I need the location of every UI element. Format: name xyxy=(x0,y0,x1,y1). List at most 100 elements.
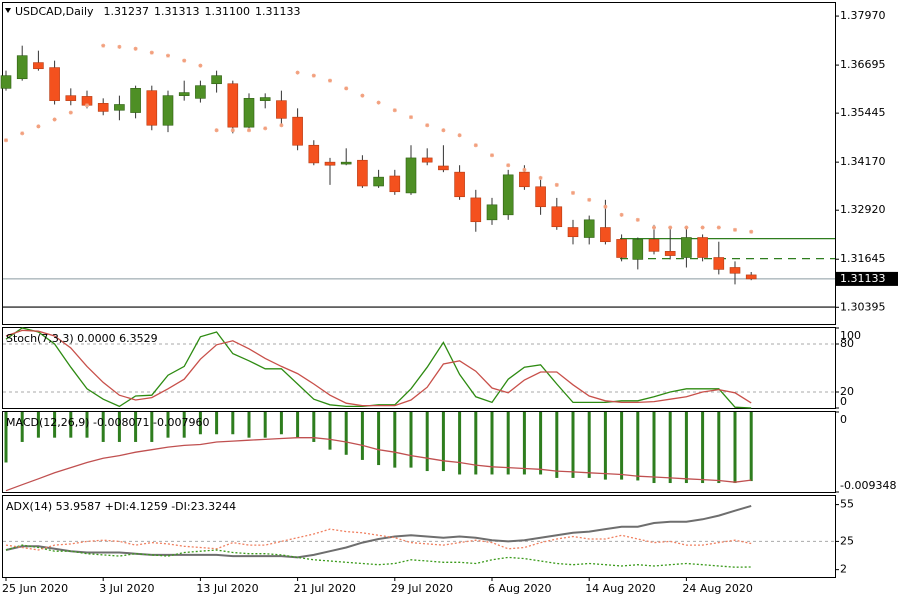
ohlc-label: 1.31133 xyxy=(255,5,301,18)
macd-bar xyxy=(701,412,705,484)
candle-body xyxy=(178,92,190,96)
candle-body xyxy=(65,95,77,101)
candle-body xyxy=(292,116,303,146)
candle-body xyxy=(49,67,60,101)
sar-dot xyxy=(425,123,430,128)
macd-bar xyxy=(360,412,364,460)
macd-bar xyxy=(328,412,332,450)
stoch-pane xyxy=(2,327,836,409)
macd-bar xyxy=(636,412,640,481)
candle-body xyxy=(340,161,352,165)
macd-bar xyxy=(620,412,624,480)
candle-body xyxy=(211,75,222,85)
sar-dot xyxy=(247,128,251,133)
series-line xyxy=(5,327,752,409)
indicator-label: Stoch(7,3,3) 0.0000 6.3529 xyxy=(6,332,158,345)
macd-bar xyxy=(377,412,381,466)
sar-dot xyxy=(392,108,397,113)
macd-bar xyxy=(4,412,8,463)
macd-bar xyxy=(490,412,494,475)
candle-body xyxy=(697,237,708,258)
y-tick-label: 1.36695 xyxy=(840,58,886,71)
sar-dot xyxy=(230,128,235,133)
macd-bar xyxy=(506,412,510,475)
series-line xyxy=(5,329,752,407)
sar-dot xyxy=(409,115,413,120)
y-tick-label: 1.37970 xyxy=(840,9,886,22)
candle-body xyxy=(470,197,482,223)
sar-dot xyxy=(263,126,268,131)
sar-dot xyxy=(506,163,511,168)
sar-dot xyxy=(20,131,25,136)
candle-body xyxy=(146,90,158,126)
macd-bar xyxy=(198,412,202,435)
macd-bar xyxy=(344,412,348,455)
last-price-label: 1.31133 xyxy=(840,272,886,285)
candle-body xyxy=(502,174,514,216)
x-tick-label: 29 Jul 2020 xyxy=(391,582,453,595)
series-line xyxy=(5,528,752,551)
candle-body xyxy=(551,206,563,228)
sar-dot xyxy=(571,190,575,195)
y-tick-label: -0.009348 xyxy=(840,479,896,492)
macd-bar xyxy=(587,412,591,478)
macd-bar xyxy=(134,412,138,442)
macd-bar xyxy=(393,412,397,468)
chart-title: USDCAD,Daily xyxy=(15,5,94,18)
sar-dot xyxy=(182,58,187,63)
macd-bar xyxy=(247,412,251,438)
candle-body xyxy=(389,175,401,193)
macd-bar xyxy=(231,412,235,435)
candle-body xyxy=(195,85,206,99)
macd-bar xyxy=(603,412,607,480)
sar-dot xyxy=(101,43,106,48)
macd-bar xyxy=(749,412,753,482)
sar-dot xyxy=(587,197,592,202)
x-tick-label: 13 Jul 2020 xyxy=(196,582,258,595)
candle-body xyxy=(243,98,255,128)
y-tick-label: 25 xyxy=(840,534,854,547)
sar-dot xyxy=(344,86,349,91)
sar-dot xyxy=(214,128,219,133)
candle-body xyxy=(535,186,546,208)
candle-body xyxy=(519,171,530,188)
sar-dot xyxy=(619,212,624,217)
candle-body xyxy=(745,274,757,280)
sar-dot xyxy=(117,44,122,49)
sar-dot xyxy=(554,182,559,187)
adx-pane xyxy=(2,495,836,578)
candle-body xyxy=(421,157,433,163)
macd-bar xyxy=(215,412,219,435)
candle-body xyxy=(632,239,644,260)
macd-bar xyxy=(652,412,656,484)
x-tick-label: 25 Jun 2020 xyxy=(2,582,68,595)
sar-dot xyxy=(700,225,705,230)
y-tick-label: 20 xyxy=(840,385,854,398)
candle-body xyxy=(616,239,627,258)
series-line xyxy=(5,544,752,568)
candle-body xyxy=(648,239,660,252)
candle-body xyxy=(33,62,44,70)
candle-body xyxy=(0,75,12,89)
x-tick-label: 3 Jul 2020 xyxy=(99,582,154,595)
series-line xyxy=(5,437,752,492)
candle-body xyxy=(600,227,611,243)
macd-bar xyxy=(733,412,737,484)
candle-body xyxy=(454,171,465,198)
macd-bar xyxy=(166,412,170,438)
last-price-box xyxy=(836,271,898,286)
y-tick-label: 1.30395 xyxy=(840,300,886,313)
sar-dot xyxy=(652,225,656,230)
y-tick-label: 1.35445 xyxy=(840,106,886,119)
candle-body xyxy=(97,103,109,112)
macd-bar xyxy=(555,412,559,478)
candle-body xyxy=(713,257,725,270)
sar-dot xyxy=(716,225,721,230)
sar-dot xyxy=(360,93,365,98)
sar-dot xyxy=(490,153,494,158)
macd-bar xyxy=(522,412,526,475)
candle-body xyxy=(486,204,498,221)
main-pane xyxy=(2,2,836,325)
